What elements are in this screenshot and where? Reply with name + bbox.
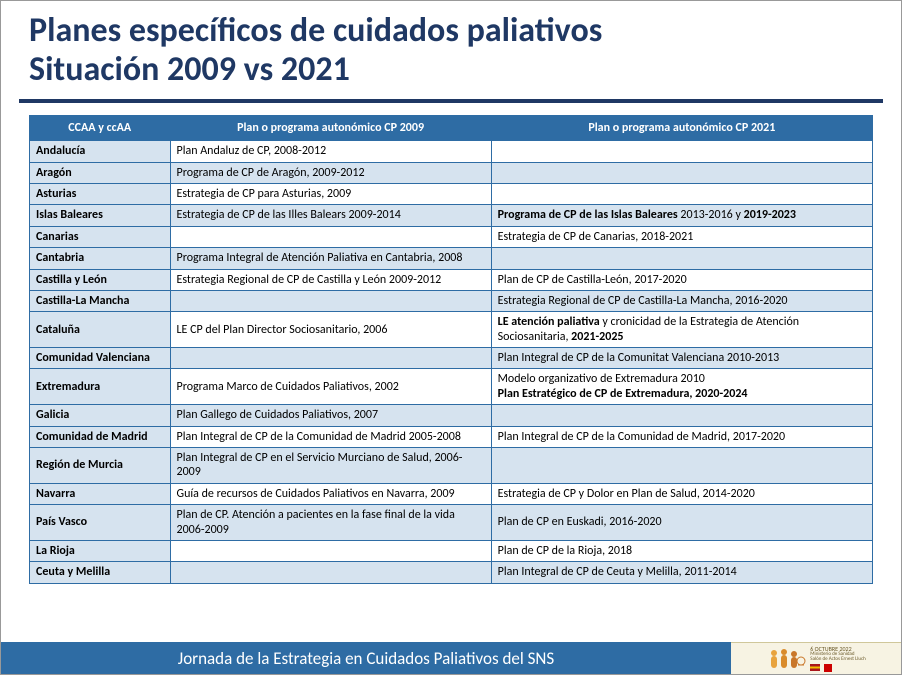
region-cell: Islas Baleares <box>30 205 171 226</box>
table-row: GaliciaPlan Gallego de Cuidados Paliativ… <box>30 405 873 426</box>
table-row: AragónPrograma de CP de Aragón, 2009-201… <box>30 162 873 183</box>
plan-2009-cell <box>170 290 491 311</box>
plan-2021-cell <box>491 162 872 183</box>
plan-2021-cell <box>491 183 872 204</box>
plan-2009-cell: Programa Marco de Cuidados Paliativos, 2… <box>170 369 491 405</box>
table-row: Comunidad de MadridPlan Integral de CP d… <box>30 426 873 447</box>
table-row: Comunidad Valenciana Plan Integral de CP … <box>30 348 873 369</box>
table-row: La Rioja Plan de CP de la Rioja, 2018 <box>30 541 873 562</box>
gov-logo-icon <box>824 664 832 672</box>
footer-meta: 6 OCTUBRE 2022 Ministerio de Sanidad Sal… <box>810 646 865 672</box>
people-icon <box>766 647 806 671</box>
plan-2009-cell: Programa Integral de Atención Paliativa … <box>170 248 491 269</box>
footer-title: Jornada de la Estrategia en Cuidados Pal… <box>1 642 731 674</box>
table-row: Islas BalearesEstrategia de CP de las Il… <box>30 205 873 226</box>
slide: Planes específicos de cuidados paliativo… <box>0 0 902 675</box>
table-row: NavarraGuía de recursos de Cuidados Pali… <box>30 483 873 504</box>
plan-2009-cell <box>170 541 491 562</box>
region-cell: Castilla-La Mancha <box>30 290 171 311</box>
region-cell: Asturias <box>30 183 171 204</box>
table-container: CCAA y ccAA Plan o programa autonómico C… <box>1 111 901 584</box>
plan-2009-cell: Plan Andaluz de CP, 2008-2012 <box>170 141 491 162</box>
region-cell: Ceuta y Melilla <box>30 562 171 583</box>
plan-2021-cell: Plan Integral de CP de Ceuta y Melilla, … <box>491 562 872 583</box>
table-row: Canarias Estrategia de CP de Canarias, 20… <box>30 226 873 247</box>
title-block: Planes específicos de cuidados paliativo… <box>1 1 901 95</box>
region-cell: Comunidad de Madrid <box>30 426 171 447</box>
region-cell: Navarra <box>30 483 171 504</box>
plan-2021-cell: Estrategia de CP y Dolor en Plan de Salu… <box>491 483 872 504</box>
region-cell: Cataluña <box>30 312 171 348</box>
region-cell: La Rioja <box>30 541 171 562</box>
plan-2009-cell: LE CP del Plan Director Sociosanitario, … <box>170 312 491 348</box>
table-row: Ceuta y Melilla Plan Integral de CP de Ce… <box>30 562 873 583</box>
plan-2021-cell <box>491 141 872 162</box>
plan-2009-cell <box>170 226 491 247</box>
plan-2009-cell: Plan Integral de CP de la Comunidad de M… <box>170 426 491 447</box>
table-row: CataluñaLE CP del Plan Director Sociosan… <box>30 312 873 348</box>
plan-2021-cell <box>491 448 872 484</box>
col-header-region: CCAA y ccAA <box>30 116 171 141</box>
region-cell: País Vasco <box>30 505 171 541</box>
plan-2009-cell: Plan Integral de CP en el Servicio Murci… <box>170 448 491 484</box>
table-row: AsturiasEstrategia de CP para Asturias, … <box>30 183 873 204</box>
table-row: AndalucíaPlan Andaluz de CP, 2008-2012 <box>30 141 873 162</box>
plan-2009-cell: Guía de recursos de Cuidados Paliativos … <box>170 483 491 504</box>
plan-2021-cell: Modelo organizativo de Extremadura 2010P… <box>491 369 872 405</box>
table-row: Castilla y LeónEstrategia Regional de CP… <box>30 269 873 290</box>
plan-2009-cell <box>170 348 491 369</box>
region-cell: Comunidad Valenciana <box>30 348 171 369</box>
table-row: Región de MurciaPlan Integral de CP en e… <box>30 448 873 484</box>
region-cell: Galicia <box>30 405 171 426</box>
region-cell: Aragón <box>30 162 171 183</box>
plan-2021-cell <box>491 248 872 269</box>
region-cell: Extremadura <box>30 369 171 405</box>
plan-2021-cell: Plan de CP de Castilla-León, 2017-2020 <box>491 269 872 290</box>
plan-2009-cell: Plan Gallego de Cuidados Paliativos, 200… <box>170 405 491 426</box>
table-body: AndalucíaPlan Andaluz de CP, 2008-2012Ar… <box>30 141 873 584</box>
footer-org2: Salón de Actos Ernest Lluch <box>810 657 865 662</box>
plan-2009-cell: Estrategia de CP para Asturias, 2009 <box>170 183 491 204</box>
plan-2009-cell: Plan de CP. Atención a pacientes en la f… <box>170 505 491 541</box>
footer-logo-block: 6 OCTUBRE 2022 Ministerio de Sanidad Sal… <box>731 642 901 674</box>
region-cell: Región de Murcia <box>30 448 171 484</box>
table-row: Castilla-La Mancha Estrategia Regional de… <box>30 290 873 311</box>
plan-2021-cell: Plan de CP en Euskadi, 2016-2020 <box>491 505 872 541</box>
table-header-row: CCAA y ccAA Plan o programa autonómico C… <box>30 116 873 141</box>
table-row: CantabriaPrograma Integral de Atención P… <box>30 248 873 269</box>
plan-2021-cell: Plan Integral de CP de la Comunidad de M… <box>491 426 872 447</box>
title-underline <box>19 99 883 103</box>
plan-2009-cell <box>170 562 491 583</box>
slide-title: Planes específicos de cuidados paliativo… <box>29 11 873 89</box>
plan-2021-cell: Programa de CP de las Islas Baleares 201… <box>491 205 872 226</box>
plan-2021-cell: Plan de CP de la Rioja, 2018 <box>491 541 872 562</box>
title-line-1: Planes específicos de cuidados paliativo… <box>29 10 602 51</box>
plan-2021-cell: LE atención paliativa y cronicidad de la… <box>491 312 872 348</box>
region-cell: Cantabria <box>30 248 171 269</box>
plan-2021-cell <box>491 405 872 426</box>
title-line-2: Situación 2009 vs 2021 <box>29 49 350 90</box>
plan-2021-cell: Estrategia Regional de CP de Castilla-La… <box>491 290 872 311</box>
col-header-2009: Plan o programa autonómico CP 2009 <box>170 116 491 141</box>
col-header-2021: Plan o programa autonómico CP 2021 <box>491 116 872 141</box>
plan-2009-cell: Estrategia de CP de las Illes Balears 20… <box>170 205 491 226</box>
plan-2009-cell: Programa de CP de Aragón, 2009-2012 <box>170 162 491 183</box>
footer-emblems <box>810 664 865 672</box>
table-row: ExtremaduraPrograma Marco de Cuidados Pa… <box>30 369 873 405</box>
region-cell: Andalucía <box>30 141 171 162</box>
footer: Jornada de la Estrategia en Cuidados Pal… <box>1 642 901 674</box>
plan-2009-cell: Estrategia Regional de CP de Castilla y … <box>170 269 491 290</box>
region-cell: Canarias <box>30 226 171 247</box>
plans-table: CCAA y ccAA Plan o programa autonómico C… <box>29 115 873 584</box>
region-cell: Castilla y León <box>30 269 171 290</box>
plan-2021-cell: Plan Integral de CP de la Comunitat Vale… <box>491 348 872 369</box>
table-row: País VascoPlan de CP. Atención a pacient… <box>30 505 873 541</box>
spain-flag-icon <box>810 664 820 671</box>
plan-2021-cell: Estrategia de CP de Canarias, 2018-2021 <box>491 226 872 247</box>
